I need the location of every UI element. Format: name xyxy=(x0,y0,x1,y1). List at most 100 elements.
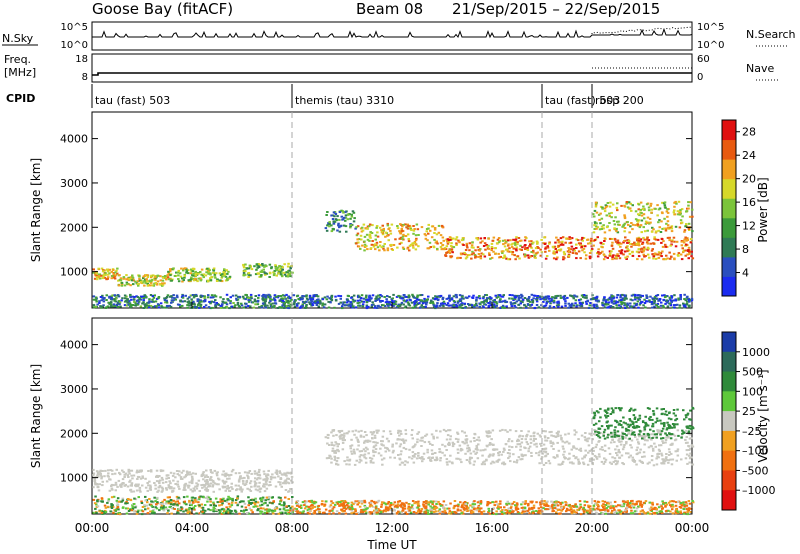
data-cell xyxy=(592,244,595,247)
data-cell xyxy=(544,455,547,458)
data-cell xyxy=(516,255,520,258)
data-cell xyxy=(239,475,242,478)
data-cell xyxy=(490,256,494,259)
data-cell xyxy=(636,438,639,441)
data-cell xyxy=(620,250,623,253)
data-cell xyxy=(635,250,639,253)
data-cell xyxy=(593,305,596,308)
data-cell xyxy=(514,430,518,433)
data-cell xyxy=(349,217,352,220)
data-cell xyxy=(508,438,511,441)
data-cell xyxy=(612,460,615,463)
data-cell xyxy=(461,440,464,443)
data-cell xyxy=(279,500,282,503)
nsky-label: N.Sky xyxy=(2,32,34,45)
data-cell xyxy=(449,438,452,441)
data-cell xyxy=(615,445,619,448)
data-cell xyxy=(231,512,234,515)
data-cell xyxy=(637,442,641,445)
data-cell xyxy=(250,509,253,512)
data-cell xyxy=(436,247,439,250)
data-cell xyxy=(472,437,476,439)
data-cell xyxy=(663,227,666,230)
data-cell xyxy=(163,275,167,277)
data-cell xyxy=(583,251,586,254)
data-cell xyxy=(199,271,202,273)
data-cell xyxy=(649,204,652,207)
data-cell xyxy=(235,297,238,300)
data-cell xyxy=(667,423,670,426)
data-cell xyxy=(666,301,669,304)
data-cell xyxy=(222,512,225,515)
data-cell xyxy=(494,294,497,297)
data-cell xyxy=(333,444,336,447)
data-cell xyxy=(285,271,288,274)
data-cell xyxy=(113,294,116,297)
data-cell xyxy=(123,476,126,478)
data-cell xyxy=(645,294,648,297)
data-cell xyxy=(370,304,374,306)
data-cell xyxy=(515,249,518,252)
data-cell xyxy=(687,201,690,204)
data-cell xyxy=(538,295,541,298)
data-cell xyxy=(632,293,635,296)
data-cell xyxy=(236,495,240,498)
data-cell xyxy=(623,205,627,208)
data-cell xyxy=(624,436,627,439)
data-cell xyxy=(176,503,179,506)
data-cell xyxy=(588,257,592,260)
data-cell xyxy=(535,452,538,455)
data-cell xyxy=(119,305,122,308)
data-cell xyxy=(230,482,233,485)
data-cell xyxy=(421,460,424,463)
data-cell xyxy=(285,275,288,278)
data-cell xyxy=(475,296,478,299)
data-cell xyxy=(349,445,352,448)
data-cell xyxy=(313,295,317,298)
data-cell xyxy=(532,297,535,300)
freq-tick-top: 18 xyxy=(75,54,88,65)
data-cell xyxy=(457,239,460,242)
data-cell xyxy=(498,451,501,453)
data-cell xyxy=(495,448,499,451)
data-cell xyxy=(195,512,198,515)
data-cell xyxy=(639,296,642,299)
data-cell xyxy=(688,300,691,303)
data-cell xyxy=(633,296,637,299)
data-cell xyxy=(227,270,230,273)
data-cell xyxy=(272,500,275,503)
data-cell xyxy=(125,283,129,285)
data-cell xyxy=(542,430,545,433)
data-cell xyxy=(383,296,386,298)
data-cell xyxy=(110,301,113,304)
data-cell xyxy=(413,228,416,230)
data-cell xyxy=(591,447,595,450)
data-cell xyxy=(599,222,602,225)
data-cell xyxy=(102,275,105,278)
data-cell xyxy=(386,224,390,227)
data-cell xyxy=(125,304,129,307)
data-cell xyxy=(174,476,177,479)
data-cell xyxy=(258,468,261,471)
data-cell xyxy=(623,215,627,218)
data-cell xyxy=(649,202,653,205)
data-cell xyxy=(372,245,376,248)
data-cell xyxy=(283,263,286,266)
data-cell xyxy=(637,203,641,206)
data-cell xyxy=(670,243,673,246)
data-cell xyxy=(360,300,364,303)
data-cell xyxy=(301,295,304,297)
data-cell xyxy=(198,498,201,501)
data-cell xyxy=(241,295,245,298)
data-cell xyxy=(154,500,157,503)
data-cell xyxy=(133,497,136,500)
data-cell xyxy=(382,227,385,230)
data-cell xyxy=(556,294,559,297)
data-cell xyxy=(385,437,389,440)
data-cell xyxy=(204,488,207,491)
data-cell xyxy=(438,451,441,454)
data-cell xyxy=(165,500,168,503)
data-cell xyxy=(116,501,119,504)
data-cell xyxy=(260,269,264,272)
data-cell xyxy=(414,443,417,446)
